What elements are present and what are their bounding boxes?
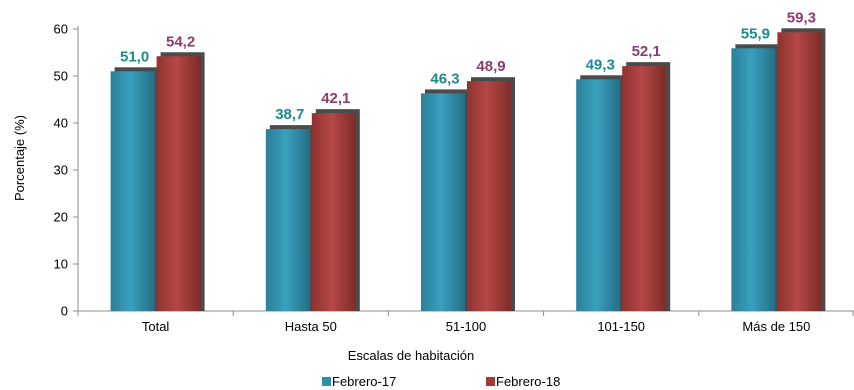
bar <box>467 81 511 311</box>
data-label: 42,1 <box>321 90 350 107</box>
data-labels: 51,0 54,2 38,7 42,1 46,3 48,9 49,3 52,1 55,9 59,3 <box>120 9 816 123</box>
x-tick-label: Más de 150 <box>742 319 810 334</box>
x-tick-label: Hasta 50 <box>285 319 337 334</box>
y-tick-label: 60 <box>54 22 68 37</box>
bar <box>421 93 465 311</box>
y-axis: 0 10 20 30 40 50 60 <box>54 22 79 319</box>
data-label: 51,0 <box>120 48 149 65</box>
data-label: 52,1 <box>632 43 661 60</box>
x-tick-label: Total <box>142 319 170 334</box>
bar <box>622 66 667 311</box>
legend: Febrero-17 Febrero-18 <box>322 374 560 389</box>
x-axis: Total Hasta 50 51-100 101-150 Más de 150 <box>73 310 854 334</box>
bar <box>576 79 621 311</box>
data-label: 54,2 <box>166 33 195 50</box>
legend-label-febrero-17: Febrero-17 <box>332 374 396 389</box>
y-tick-label: 10 <box>54 257 68 272</box>
data-label: 59,3 <box>787 9 816 26</box>
y-tick-label: 0 <box>61 304 68 319</box>
legend-label-febrero-18: Febrero-18 <box>496 374 560 389</box>
data-label: 46,3 <box>430 70 459 87</box>
legend-swatch-febrero-17 <box>322 377 331 386</box>
bar <box>777 32 822 311</box>
data-label: 48,9 <box>476 58 505 75</box>
bar <box>156 56 201 312</box>
y-tick-label: 40 <box>54 116 68 131</box>
bar <box>110 71 155 311</box>
y-tick-label: 50 <box>54 69 68 84</box>
y-tick-label: 20 <box>54 210 68 225</box>
data-label: 38,7 <box>275 106 304 123</box>
x-tick-label: 101-150 <box>597 319 645 334</box>
legend-swatch-febrero-18 <box>486 377 495 386</box>
bar <box>311 113 356 311</box>
x-axis-title: Escalas de habitación <box>348 348 474 363</box>
data-label: 55,9 <box>741 25 770 42</box>
x-tick-label: 51-100 <box>446 319 486 334</box>
data-label: 49,3 <box>586 56 615 73</box>
bars <box>110 28 826 312</box>
bar <box>731 48 776 312</box>
bar <box>265 129 310 311</box>
y-tick-label: 30 <box>54 163 68 178</box>
y-axis-title: Porcentaje (%) <box>12 115 27 201</box>
